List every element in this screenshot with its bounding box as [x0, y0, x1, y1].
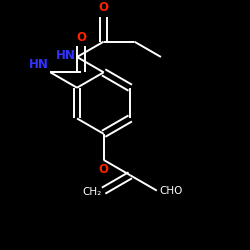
Text: CHO: CHO — [159, 186, 182, 196]
Text: HN: HN — [56, 49, 76, 62]
Text: HN: HN — [29, 58, 49, 71]
Text: O: O — [77, 31, 87, 44]
Text: CH₂: CH₂ — [82, 187, 102, 197]
Text: O: O — [99, 1, 109, 14]
Text: O: O — [99, 163, 109, 176]
